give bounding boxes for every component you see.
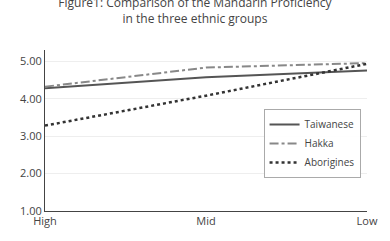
- svg-text:Figure1: Comparison of the Man: Figure1: Comparison of the Mandarin Prof…: [58, 0, 332, 27]
- svg-text:1.00: 1.00: [20, 203, 42, 218]
- svg-text:5.00: 5.00: [20, 53, 42, 68]
- svg-text:3.00: 3.00: [20, 128, 42, 143]
- svg-text:Taiwanese: Taiwanese: [305, 117, 354, 131]
- svg-text:Aborigines: Aborigines: [305, 155, 355, 169]
- svg-text:4.00: 4.00: [20, 91, 42, 106]
- svg-text:Low: Low: [357, 213, 378, 228]
- svg-text:High: High: [33, 213, 57, 228]
- svg-text:Hakka: Hakka: [305, 136, 334, 150]
- svg-text:2.00: 2.00: [20, 165, 42, 180]
- svg-text:Mid: Mid: [196, 213, 215, 228]
